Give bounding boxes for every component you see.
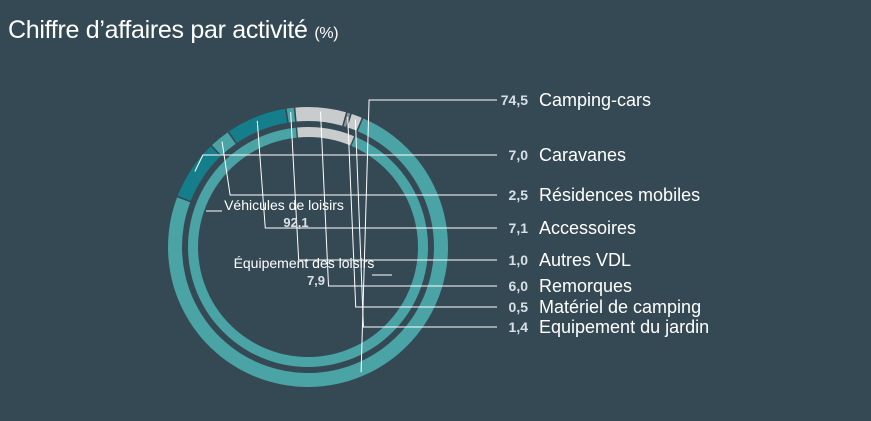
leader-line-camping-cars	[360, 99, 497, 373]
category-label-residences-mobiles: Résidences mobiles	[539, 185, 700, 205]
value-label-remorques: 6,0	[509, 278, 529, 294]
chart-unit: (%)	[314, 25, 339, 42]
category-label-remorques: Remorques	[539, 276, 632, 296]
inner-value-vehicules-de-loisirs: 92,1	[283, 215, 308, 230]
leader-line-caravanes	[194, 154, 497, 172]
value-label-caravanes: 7,0	[509, 147, 529, 163]
category-label-accessoires: Accessoires	[539, 218, 636, 238]
value-label-materiel-de-camping: 0,5	[509, 299, 529, 315]
chart-title: Chiffre d’affaires par activité (%)	[8, 16, 339, 45]
chart-title-text: Chiffre d’affaires par activité	[8, 16, 308, 44]
leader-line-accessoires	[256, 120, 497, 229]
leader-line-autres-vdl	[290, 112, 497, 261]
value-label-autres-vdl: 1,0	[509, 252, 529, 268]
inner-slice-equipement-des-loisirs	[297, 127, 355, 146]
category-label-materiel-de-camping: Matériel de camping	[539, 297, 701, 317]
outer-slice-caravanes	[177, 146, 221, 201]
inner-label-vehicules-de-loisirs: Véhicules de loisirs	[224, 197, 344, 213]
leader-line-materiel-de-camping	[347, 116, 497, 308]
outer-slice-materiel-de-camping	[343, 112, 351, 127]
category-label-autres-vdl: Autres VDL	[539, 250, 631, 270]
value-label-camping-cars: 74,5	[501, 92, 528, 108]
inner-slice-vehicules-de-loisirs	[188, 127, 428, 368]
value-label-equipement-du-jardin: 1,4	[509, 319, 529, 335]
category-label-camping-cars: Camping-cars	[539, 90, 651, 110]
outer-slice-equipement-du-jardin	[347, 114, 362, 131]
leader-line-remorques	[320, 111, 497, 287]
leader-line-equipement-du-jardin	[354, 119, 497, 328]
value-label-residences-mobiles: 2,5	[509, 187, 529, 203]
inner-value-equipement-des-loisirs: 7,9	[307, 273, 325, 288]
category-label-caravanes: Caravanes	[539, 145, 626, 165]
value-label-accessoires: 7,1	[509, 220, 529, 236]
outer-slice-accessoires	[229, 108, 288, 143]
inner-label-equipement-des-loisirs: Équipement des loisirs	[234, 255, 375, 271]
leader-line-residences-mobiles	[221, 141, 497, 196]
category-label-equipement-du-jardin: Equipement du jardin	[539, 317, 709, 337]
outer-slice-residences-mobiles	[211, 132, 236, 156]
